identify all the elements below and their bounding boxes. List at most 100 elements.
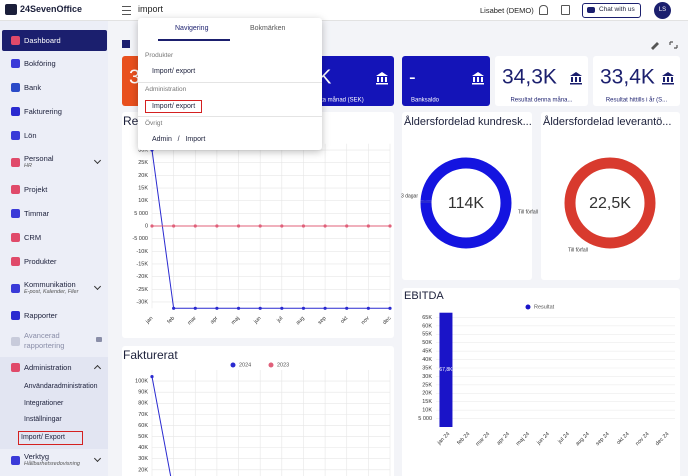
donut-label: 3 dagar [401,193,418,199]
x-tick-label: sep [317,315,328,326]
kpi-card [593,56,680,106]
nav-item[interactable]: Timmar [2,203,107,224]
kpi-value: - [409,66,416,88]
kpi-label: Resultat hittills i år (S... [606,97,668,104]
x-tick-label: aug [295,315,306,326]
donut-segment [564,157,656,249]
nav-label: Lön [24,131,37,140]
y-tick-label: 60K [138,423,148,429]
nav-item[interactable]: Kommunikation E-post, Kalender, Filer [2,278,107,299]
nav-label: Rapporter [24,311,58,320]
nav-icon [11,311,20,320]
nav-label: Administration [24,363,72,372]
section-heading: Övrigt [145,120,163,127]
nav-label: Projekt [24,185,48,194]
donut-segment [420,157,512,249]
nav-label: Bank [24,83,42,92]
nav-sublabel: Inställningar [24,416,62,424]
chart-card [402,112,532,280]
nav-subitem[interactable]: Import/ Export [18,431,83,446]
data-point [193,306,197,310]
nav-item[interactable]: Produkter [2,251,107,272]
nav-item[interactable]: Bokföring [2,53,107,74]
data-point [172,224,176,228]
dropdown-result[interactable]: Import/ export [145,100,203,113]
tab-underline [158,39,230,41]
nav-sublabel: Integrationer [24,399,64,407]
y-tick-label: 0 [145,223,148,229]
data-point [301,306,306,310]
nav-item[interactable]: Rapporter [2,305,107,326]
chart-title: EBITDA [404,290,444,302]
y-tick-label: 15K [138,185,148,191]
chart-title: Åldersfordelad leverantö... [543,115,671,128]
user-name[interactable]: Lisabet (DEMO) [480,6,534,15]
nav-item[interactable]: Personal HR [2,152,107,173]
x-tick-label: maj [230,315,241,326]
dropdown-result[interactable]: Admin / Import [152,136,206,143]
dropdown-result[interactable]: Import/ export [152,68,196,75]
y-tick-label: 65K [422,315,432,321]
y-tick-label: -5 000 [132,236,148,242]
nav-item[interactable]: Bank [2,77,107,98]
donut-label: Till förfall [568,247,588,253]
nav-item[interactable]: Dashboard [2,30,107,51]
bell-icon[interactable] [539,5,548,15]
chat-button[interactable]: Chat with us [582,3,641,18]
dropdown-tab[interactable]: Navigering [175,25,209,32]
sidebar: Dashboard Bokföring Bank Fakturering Lön Pers… [0,20,108,476]
bank-icon [662,72,674,85]
data-point [345,224,349,228]
chevron [93,454,102,463]
nav-icon [11,363,20,372]
nav-sublabel: Hållbarhetsredovisning [24,461,80,467]
x-tick-label: dec [382,315,393,326]
y-tick-label: 25K [138,160,148,166]
chevron [93,156,102,165]
nav-item[interactable]: Verktyg Hållbarhetsredovisning [2,450,107,471]
menu-line [122,9,131,11]
search-input[interactable]: import [138,4,164,14]
bank-icon [570,72,582,85]
notes-icon[interactable] [561,5,570,15]
y-tick-label: 10K [138,198,148,204]
kpi-label: Resultat denna måna... [510,97,572,104]
nav-item[interactable]: Avancerad rapportering [2,331,107,352]
y-tick-label: 100K [135,379,148,385]
data-point [215,306,219,310]
legend-label: 2024 [239,362,251,368]
nav-label: Fakturering [24,107,62,116]
data-point [215,224,219,228]
kpi-value: 33,4K [600,66,655,89]
y-tick-label: 60K [422,323,432,329]
nav-label: Verktyg [24,452,50,461]
data-point [236,306,241,310]
chevron [93,364,102,373]
kpi-card [402,56,490,106]
dropdown-tab[interactable]: Bokmärken [250,25,286,32]
nav-sublabel: Import/ Export [21,434,65,442]
nav-item[interactable]: Projekt [2,179,107,200]
kpi-card [495,56,588,106]
y-tick-label: 5 000 [134,211,148,217]
data-point [258,306,262,310]
legend-label: Resultat [534,304,555,310]
y-tick-label: 40K [422,357,432,363]
nav-item[interactable]: CRM [2,227,107,248]
bank-icon [472,72,484,85]
chart-card [122,346,394,476]
nav-icon [11,233,20,242]
data-point [366,306,370,310]
nav-item[interactable]: Lön [2,125,107,146]
y-tick-label: 90K [138,390,148,396]
y-tick-label: 30K [422,374,432,380]
legend-dot [268,362,274,368]
kpi-label: sta månad (SEK) [318,97,364,104]
x-tick-label: feb [166,315,176,325]
menu-button[interactable] [122,6,131,15]
nav-item[interactable]: Fakturering [2,101,107,122]
nav-icon [11,257,20,266]
legend-dot [525,304,531,310]
avatar[interactable]: LS [654,2,671,19]
nav-item[interactable]: Administration [2,357,107,378]
